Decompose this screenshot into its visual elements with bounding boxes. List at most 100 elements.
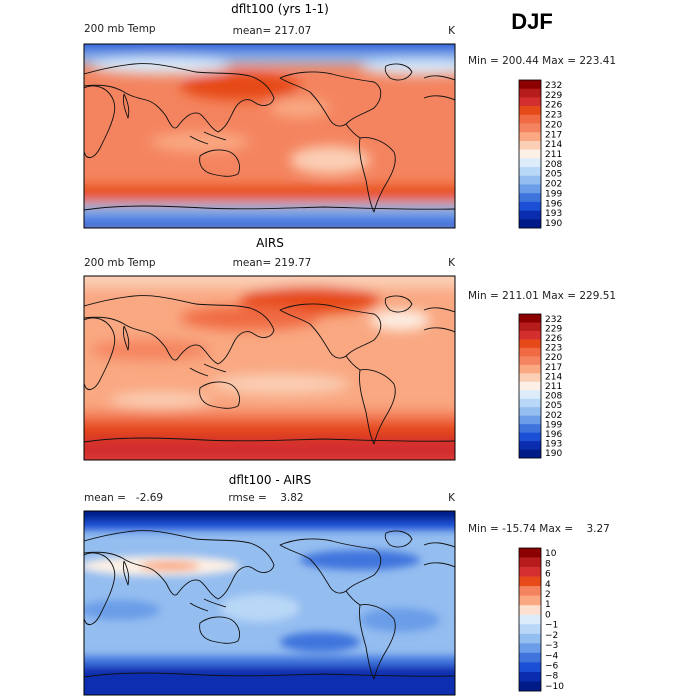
colorbar-swatch xyxy=(519,398,541,408)
colorbar-swatch xyxy=(519,322,541,332)
colorbar-swatch xyxy=(519,175,541,185)
colorbar-frame xyxy=(518,547,542,692)
colorbar-tick-label: 214 xyxy=(545,372,562,382)
colorbar-tick-label: 202 xyxy=(545,411,562,421)
colorbar-swatch xyxy=(519,671,541,682)
colorbar-swatch xyxy=(519,219,541,229)
colorbar-swatch xyxy=(519,373,541,383)
panel-left-label: 200 mb Temp xyxy=(84,257,156,269)
colorbar-swatch xyxy=(519,123,541,133)
panel-units: K xyxy=(448,257,456,269)
panel-stats: Min = 211.01 Max = 229.51 xyxy=(468,290,616,302)
colorbar-swatch xyxy=(519,586,541,596)
colorbar-tick-label: 193 xyxy=(545,440,562,450)
colorbar-swatch xyxy=(519,140,541,150)
colorbar-tick-label: 226 xyxy=(545,334,562,344)
colorbar-tick-label: 229 xyxy=(545,324,562,334)
colorbar-swatch xyxy=(519,167,541,177)
colorbar-tick-label: 226 xyxy=(545,101,562,111)
colorbar-tick-label: 217 xyxy=(545,130,562,140)
colorbar-swatch xyxy=(519,614,541,625)
colorbar-swatch xyxy=(519,339,541,349)
colorbar-swatch xyxy=(519,595,541,606)
panel-title: dflt100 - AIRS xyxy=(229,473,311,487)
colorbar-swatch xyxy=(519,432,541,442)
panel-left-label: mean = -2.69 xyxy=(84,492,163,504)
map-frame xyxy=(83,510,456,696)
map-field xyxy=(84,44,455,228)
map-frame xyxy=(83,43,456,229)
colorbar-swatch xyxy=(519,149,541,159)
colorbar-tick-label: 211 xyxy=(545,150,562,160)
colorbar-tick-label: 190 xyxy=(545,219,562,229)
colorbar-tick-label: 190 xyxy=(545,449,562,459)
colorbar-swatch xyxy=(519,624,541,635)
colorbar-swatch xyxy=(519,330,541,340)
colorbar-swatch xyxy=(519,80,541,90)
colorbar-tick-label: 202 xyxy=(545,180,562,190)
colorbar-tick-label: 8 xyxy=(545,559,551,569)
panel-units: K xyxy=(448,492,456,504)
panel-title: AIRS xyxy=(256,236,284,250)
colorbar-tick-label: 196 xyxy=(545,430,562,440)
map-field xyxy=(84,276,455,460)
colorbar-tick-label: −1 xyxy=(545,621,558,631)
colorbar-tick-label: 208 xyxy=(545,160,562,170)
map-frame xyxy=(83,275,456,461)
colorbar-swatch xyxy=(519,114,541,124)
colorbar-swatch xyxy=(519,557,541,568)
colorbar-swatch xyxy=(519,681,541,692)
colorbar-swatch xyxy=(519,210,541,220)
colorbar-swatch xyxy=(519,662,541,673)
panel-stats: Min = -15.74 Max = 3.27 xyxy=(468,523,610,535)
colorbar-tick-label: 232 xyxy=(545,81,562,91)
map-field xyxy=(84,511,455,695)
colorbar-tick-label: −2 xyxy=(545,631,558,641)
colorbar-swatch xyxy=(519,576,541,587)
colorbar-tick-label: 2 xyxy=(545,590,551,600)
colorbar-swatch xyxy=(519,184,541,194)
panel-model: dflt100 (yrs 1-1) 200 mb Temp mean= 217.… xyxy=(83,2,616,229)
colorbar-swatch xyxy=(519,441,541,450)
colorbar-swatch xyxy=(519,132,541,142)
colorbar-swatch xyxy=(519,106,541,116)
colorbar-tick-label: −8 xyxy=(545,672,559,682)
colorbar-tick-label: 214 xyxy=(545,140,562,150)
colorbar-swatch xyxy=(519,97,541,107)
colorbar-tick-label: −6 xyxy=(545,661,559,671)
colorbar-swatch xyxy=(519,364,541,374)
colorbar-swatch xyxy=(519,347,541,357)
colorbar-tick-label: 220 xyxy=(545,120,562,130)
colorbar-swatch xyxy=(519,356,541,366)
panel-stats: Min = 200.44 Max = 223.41 xyxy=(468,55,616,67)
colorbar: 2322292262232202172142112082052021991961… xyxy=(518,313,562,459)
colorbar-tick-label: 196 xyxy=(545,199,562,209)
colorbar-tick-label: −4 xyxy=(545,651,559,661)
colorbar-swatch xyxy=(519,449,541,459)
colorbar-swatch xyxy=(519,415,541,425)
colorbar-tick-label: 1 xyxy=(545,600,551,610)
colorbar-swatch xyxy=(519,193,541,203)
colorbar-swatch xyxy=(519,314,541,323)
panel-center-label: mean= 219.77 xyxy=(233,257,312,269)
colorbar-swatch xyxy=(519,548,541,558)
colorbar-tick-label: 220 xyxy=(545,353,562,363)
panel-center-label: rmse = 3.82 xyxy=(228,492,303,504)
colorbar-tick-label: 217 xyxy=(545,363,562,373)
panel-difference: dflt100 - AIRS mean = -2.69 rmse = 3.82 … xyxy=(83,473,610,696)
panel-left-label: 200 mb Temp xyxy=(84,23,156,35)
colorbar-tick-label: 229 xyxy=(545,91,562,101)
colorbar-tick-label: 205 xyxy=(545,401,562,411)
colorbar-frame xyxy=(518,313,542,459)
panel-title: dflt100 (yrs 1-1) xyxy=(231,2,329,16)
colorbar-swatch xyxy=(519,652,541,663)
colorbar-tick-label: 205 xyxy=(545,170,562,180)
colorbar-tick-label: 211 xyxy=(545,382,562,392)
colorbar-tick-label: 0 xyxy=(545,610,551,620)
panel-units: K xyxy=(448,25,456,37)
colorbar-tick-label: 199 xyxy=(545,420,562,430)
colorbar-tick-label: 10 xyxy=(545,549,557,559)
colorbar-tick-label: −3 xyxy=(545,641,558,651)
